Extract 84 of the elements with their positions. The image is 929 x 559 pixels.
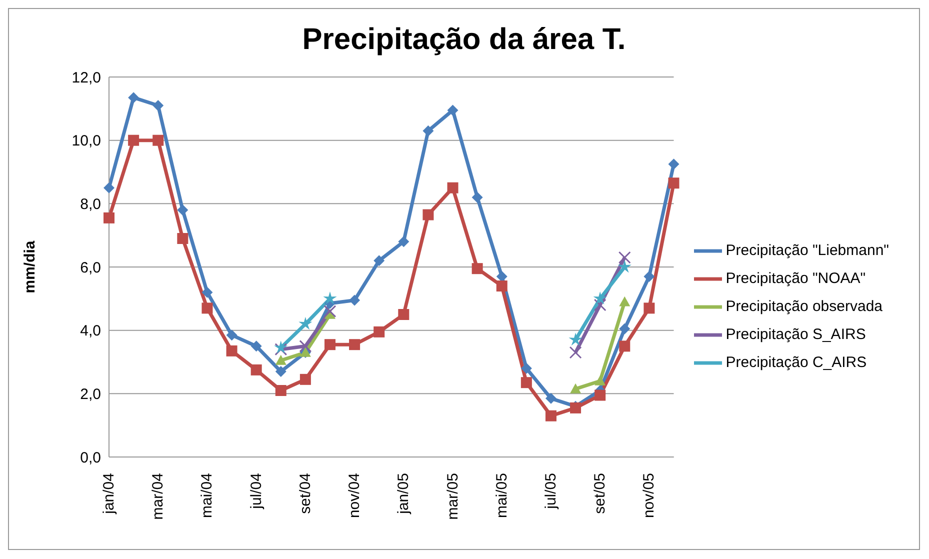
legend-label: Precipitação observada — [726, 298, 883, 315]
legend-label: Precipitação "NOAA" — [726, 270, 866, 287]
x-tick-label: mar/05 — [444, 473, 462, 520]
point — [177, 204, 188, 216]
point — [250, 364, 262, 376]
x-tick-label: mai/04 — [198, 473, 216, 518]
point — [520, 362, 532, 374]
point — [570, 383, 582, 394]
point — [202, 302, 213, 314]
point — [568, 332, 582, 346]
y-tick-label: 8,0 — [80, 196, 101, 213]
point — [618, 251, 631, 264]
point — [644, 302, 655, 314]
point — [668, 158, 680, 170]
point — [274, 340, 288, 354]
point — [104, 182, 114, 194]
x-tick-label: jul/04 — [248, 473, 265, 510]
point — [300, 374, 311, 385]
point — [226, 330, 238, 341]
point — [619, 296, 630, 306]
x-tick-label: jul/05 — [542, 473, 560, 510]
point — [398, 236, 410, 248]
point — [128, 92, 140, 104]
point — [520, 377, 532, 388]
point — [545, 410, 556, 422]
point — [274, 343, 288, 356]
x-tick-label: mar/04 — [150, 473, 167, 520]
point — [275, 354, 286, 365]
x-tick-label: set/05 — [592, 473, 609, 514]
legend-label: Precipitação "Liebmann" — [726, 242, 889, 259]
point — [644, 271, 655, 282]
point — [349, 339, 360, 350]
point — [422, 125, 434, 136]
point — [374, 255, 385, 266]
x-tick-label: nov/04 — [346, 473, 364, 518]
legend-label: Precipitação S_AIRS — [726, 326, 866, 343]
point — [250, 340, 262, 352]
point — [202, 286, 213, 298]
point — [298, 316, 312, 330]
point — [472, 192, 483, 203]
point — [422, 209, 434, 220]
point — [447, 182, 458, 194]
x-tick-label: set/04 — [296, 473, 314, 514]
point — [496, 271, 508, 282]
point — [128, 134, 140, 146]
x-tick-label: jan/05 — [395, 473, 412, 515]
point — [104, 212, 114, 224]
point — [398, 309, 410, 320]
point — [472, 263, 483, 274]
x-tick-label: mai/05 — [493, 473, 510, 518]
point — [374, 326, 385, 338]
point — [618, 260, 632, 273]
point — [668, 178, 680, 189]
chart-title: Precipitação da área T. — [301, 22, 627, 58]
y-tick-label: 6,0 — [80, 259, 101, 276]
y-tick-label: 10,0 — [72, 132, 101, 150]
point — [275, 366, 286, 377]
point — [324, 339, 336, 350]
point — [619, 340, 630, 352]
legend-label: Precipitação C_AIRS — [726, 354, 867, 371]
point — [619, 323, 630, 334]
y-tick-label: 4,0 — [80, 322, 101, 340]
point — [594, 390, 606, 401]
point — [545, 392, 556, 404]
point — [323, 292, 337, 304]
point — [324, 305, 336, 318]
point — [447, 104, 458, 116]
point — [496, 280, 508, 292]
y-tick-label: 0,0 — [80, 449, 101, 466]
point — [226, 345, 238, 356]
point — [152, 134, 164, 146]
point — [177, 233, 188, 244]
point — [299, 340, 312, 352]
y-axis-title: mm/dia — [21, 240, 38, 294]
y-tick-label: 2,0 — [80, 386, 101, 403]
x-tick-label: nov/05 — [640, 473, 658, 518]
point — [594, 376, 606, 386]
point — [569, 346, 582, 359]
point — [152, 100, 164, 111]
y-tick-label: 12,0 — [72, 69, 101, 86]
point — [349, 294, 360, 306]
point — [593, 292, 607, 304]
point — [275, 385, 286, 396]
x-tick-label: jan/04 — [100, 473, 118, 515]
